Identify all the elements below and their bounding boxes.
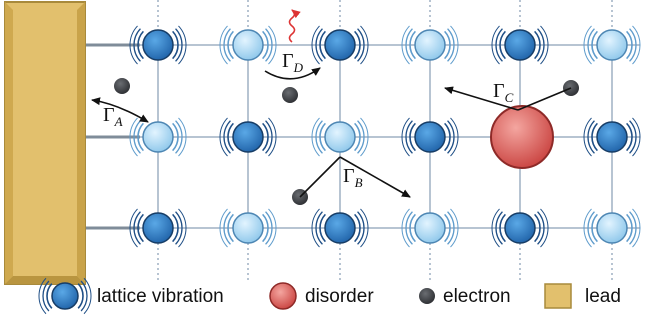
lattice-atom: [220, 118, 276, 156]
atom: [233, 122, 263, 152]
legend-label: lattice vibration: [97, 286, 224, 307]
lattice-atom: [402, 118, 458, 156]
lattice-atom: [130, 209, 186, 247]
lattice-atom: [492, 209, 548, 247]
lead: [5, 2, 85, 284]
lattice-atom: [220, 209, 276, 247]
atom: [233, 30, 263, 60]
atom: [597, 213, 627, 243]
lattice-atom: [584, 118, 640, 156]
lattice-atom: [492, 26, 548, 64]
diagram: ΓA ΓB ΓC ΓD lattice vibration disorder e…: [0, 0, 670, 317]
atom: [505, 30, 535, 60]
lattice-atom: [584, 26, 640, 64]
legend: lattice vibration disorder electron lead: [97, 283, 621, 309]
disorder-site: [491, 106, 553, 168]
lattice-atom: [220, 26, 276, 64]
rate-label: ΓD: [282, 50, 304, 75]
atom: [325, 122, 355, 152]
atom: [597, 30, 627, 60]
vibration-arc: [78, 284, 83, 309]
atom: [415, 213, 445, 243]
lattice-atom: [312, 118, 368, 156]
vibration-arc: [47, 284, 52, 309]
lattice-atom: [130, 118, 186, 156]
atom: [597, 122, 627, 152]
rate-label: ΓC: [493, 80, 514, 105]
atom: [52, 283, 78, 309]
vibration-arc: [43, 281, 49, 311]
legend-label: lead: [585, 286, 621, 307]
lattice-atom: [584, 209, 640, 247]
atom: [233, 213, 263, 243]
lattice-atom: [312, 26, 368, 64]
lattice-atom: [312, 209, 368, 247]
atom: [505, 213, 535, 243]
legend-label: electron: [443, 286, 511, 307]
atom: [143, 30, 173, 60]
atom: [415, 122, 445, 152]
vibration-arc: [81, 281, 87, 311]
lattice-atom: [130, 26, 186, 64]
atom: [415, 30, 445, 60]
lattice-atom: [39, 278, 91, 313]
lattice-atom: [402, 26, 458, 64]
atom: [325, 30, 355, 60]
legend-label: disorder: [305, 286, 374, 307]
atom: [143, 122, 173, 152]
atom: [325, 213, 355, 243]
atom: [143, 213, 173, 243]
lattice-atom: [402, 209, 458, 247]
